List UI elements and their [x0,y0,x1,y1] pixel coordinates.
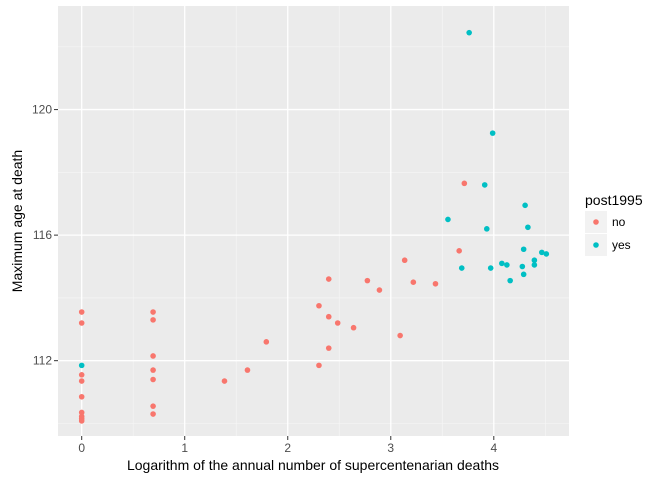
data-point-yes [499,260,505,267]
x-tick-label: 2 [284,441,291,455]
data-point-yes [483,226,490,232]
x-tick-label: 1 [181,441,188,455]
data-point-no [401,257,408,264]
y-tick-label: 116 [33,228,52,242]
data-point-yes [489,130,496,136]
data-point-no [78,409,85,416]
data-point-yes [445,216,451,223]
legend-title: post1995 [585,192,643,208]
data-point-yes [504,262,510,268]
legend-entries: no yes [585,211,631,256]
data-point-no [263,339,270,345]
data-point-no [316,302,322,309]
panel-background [58,6,569,436]
data-point-yes [525,224,531,231]
data-point-no [221,378,228,384]
data-points [78,29,550,424]
data-point-no [78,320,85,326]
data-point-yes [481,182,488,188]
legend-label-yes: yes [612,238,631,252]
data-point-no [456,248,462,254]
data-point-yes [466,29,472,36]
data-point-yes [531,262,538,268]
data-point-yes [519,263,526,270]
data-point-no [334,320,341,326]
data-point-no [150,317,156,323]
data-point-no [325,345,332,351]
data-point-yes [531,257,538,264]
x-axis-title: Logarithm of the annual number of superc… [127,457,499,473]
data-point-no [150,367,156,373]
data-point-no [325,276,332,282]
x-tick-label: 0 [78,441,85,455]
y-axis-ticks: 112 116 120 [32,103,58,368]
y-tick-label: 112 [33,354,52,368]
data-point-no [78,418,85,424]
legend-marker-no [593,219,599,225]
data-point-yes [487,265,494,271]
data-point-no [78,371,85,378]
data-point-yes [78,362,85,369]
data-point-yes [507,277,513,284]
data-point-no [364,277,371,284]
data-point-no [78,309,85,315]
x-tick-label: 4 [490,441,497,455]
legend: post1995 no yes [585,192,643,256]
y-axis-title: Maximum age at death [9,150,25,292]
legend-label-no: no [612,215,626,229]
data-point-no [316,362,322,369]
data-point-yes [520,246,527,253]
data-point-yes [539,249,545,256]
data-point-no [461,180,468,187]
legend-marker-yes [593,242,599,248]
data-point-no [325,313,332,320]
data-point-no [432,280,439,287]
data-point-no [150,403,156,409]
data-point-yes [543,251,550,257]
y-tick-label: 120 [32,103,52,117]
data-point-yes [522,202,528,209]
data-point-no [150,411,156,417]
x-tick-label: 3 [387,441,394,455]
data-point-no [150,309,156,315]
x-axis-ticks: 0 1 2 3 4 [78,436,497,455]
data-point-yes [458,265,465,271]
data-point-no [150,376,156,383]
data-point-yes [520,271,527,278]
data-point-no [397,332,403,339]
data-point-no [78,393,85,400]
data-point-no [150,353,156,359]
minor-gridlines [58,6,569,436]
data-point-no [350,324,357,331]
data-point-no [376,287,383,293]
data-point-no [244,367,251,373]
data-point-no [410,279,417,286]
data-point-no [78,378,85,384]
